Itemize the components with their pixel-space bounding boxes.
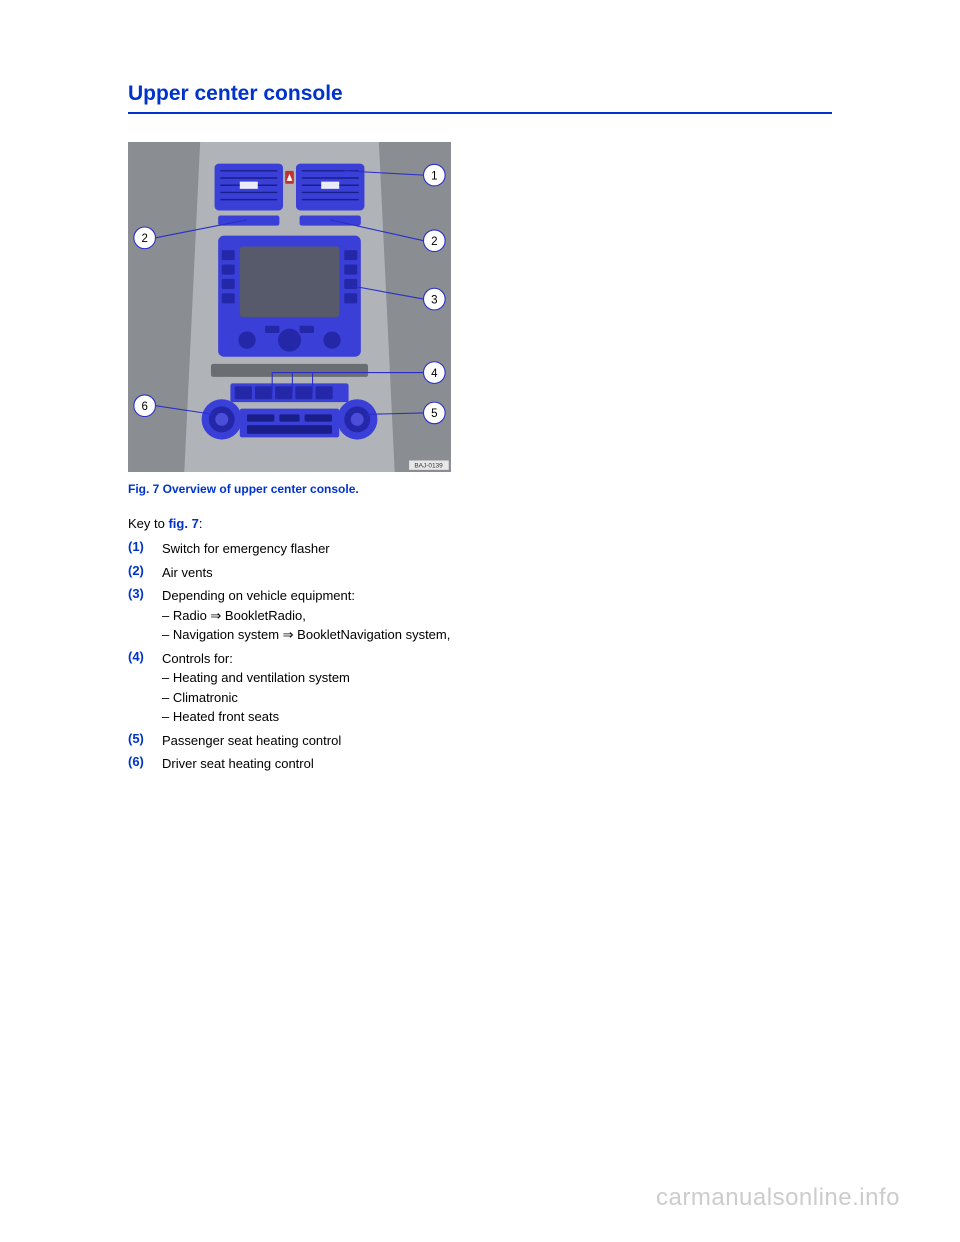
figure-caption: Fig. 7 Overview of upper center console. <box>128 482 832 496</box>
key-item: (5) Passenger seat heating control <box>128 731 832 751</box>
key-intro-suffix: : <box>199 516 203 531</box>
key-item: (3) Depending on vehicle equipment: – Ra… <box>128 586 832 645</box>
key-number: (5) <box>128 731 162 746</box>
footer-watermark: carmanualsonline.info <box>656 1184 900 1212</box>
key-text: Controls for: – Heating and ventilation … <box>162 649 350 727</box>
svg-text:4: 4 <box>431 368 438 380</box>
figure-container: 1 2 2 3 4 5 6 BAJ-0139 Fig. 7 Overview <box>128 142 832 496</box>
key-line: Switch for emergency flasher <box>162 539 330 559</box>
svg-text:1: 1 <box>431 170 437 182</box>
key-text: Depending on vehicle equipment: – Radio … <box>162 586 450 645</box>
key-line: Controls for: <box>162 649 350 669</box>
key-text: Switch for emergency flasher <box>162 539 330 559</box>
key-number: (6) <box>128 754 162 769</box>
key-intro-prefix: Key to <box>128 516 168 531</box>
key-text: Driver seat heating control <box>162 754 314 774</box>
key-text: Passenger seat heating control <box>162 731 341 751</box>
page-container: Upper center console <box>0 0 960 774</box>
fig-reference[interactable]: fig. 7 <box>168 516 198 531</box>
key-list: (1) Switch for emergency flasher (2) Air… <box>128 539 832 774</box>
key-text: Air vents <box>162 563 213 583</box>
console-figure: 1 2 2 3 4 5 6 BAJ-0139 <box>128 142 451 472</box>
image-code-label: BAJ-0139 <box>414 463 443 470</box>
key-intro: Key to fig. 7: <box>128 516 832 531</box>
svg-text:5: 5 <box>431 408 437 420</box>
key-number: (4) <box>128 649 162 664</box>
svg-text:2: 2 <box>431 236 437 248</box>
key-item: (2) Air vents <box>128 563 832 583</box>
key-item: (6) Driver seat heating control <box>128 754 832 774</box>
key-line: – Navigation system ⇒ BookletNavigation … <box>162 625 450 645</box>
svg-text:3: 3 <box>431 294 437 306</box>
key-line: – Climatronic <box>162 688 350 708</box>
key-number: (3) <box>128 586 162 601</box>
key-line: Depending on vehicle equipment: <box>162 586 450 606</box>
svg-text:6: 6 <box>141 401 147 413</box>
key-line: Passenger seat heating control <box>162 731 341 751</box>
svg-text:2: 2 <box>141 233 147 245</box>
page-title: Upper center console <box>128 82 832 106</box>
key-line: – Heated front seats <box>162 707 350 727</box>
key-line: – Heating and ventilation system <box>162 668 350 688</box>
key-number: (2) <box>128 563 162 578</box>
key-line: Driver seat heating control <box>162 754 314 774</box>
key-item: (4) Controls for: – Heating and ventilat… <box>128 649 832 727</box>
key-line: Air vents <box>162 563 213 583</box>
key-number: (1) <box>128 539 162 554</box>
key-item: (1) Switch for emergency flasher <box>128 539 832 559</box>
key-line: – Radio ⇒ BookletRadio, <box>162 606 450 626</box>
title-underline <box>128 112 832 114</box>
